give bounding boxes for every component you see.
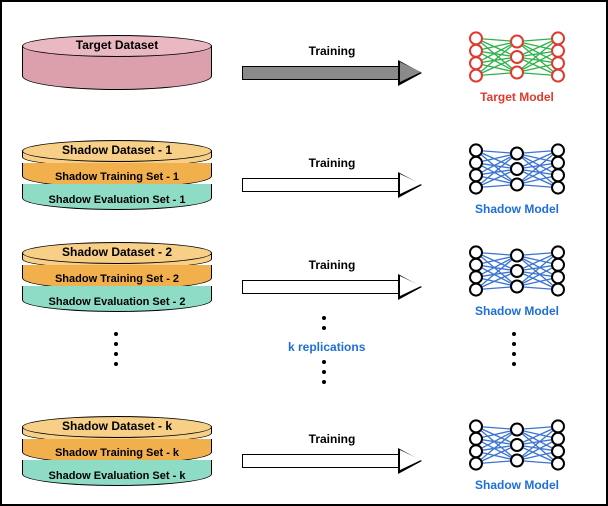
target-model-icon: [462, 26, 572, 88]
shadow-model-icon: [462, 138, 572, 200]
shadow-model-icon: [462, 414, 572, 476]
training-arrow-icon: [242, 172, 422, 198]
row-shadow-k: Shadow Dataset - k Shadow Training Set -…: [2, 408, 606, 498]
shadow-arrow-label: Training: [309, 432, 356, 446]
row-shadow-2: Shadow Dataset - 2 Shadow Training Set -…: [2, 234, 606, 324]
shadow-dataset-cylinder: Shadow Dataset - 2 Shadow Training Set -…: [22, 242, 212, 316]
shadow-dataset-label: Shadow Dataset - k: [22, 419, 212, 433]
shadow-dataset-cylinder: Shadow Dataset - 1 Shadow Training Set -…: [22, 140, 212, 214]
ellipsis-dots-icon: [114, 332, 118, 366]
target-arrow-label: Training: [309, 44, 356, 58]
shadow-eval-label: Shadow Evaluation Set - 1: [22, 184, 212, 210]
ellipsis-dots-icon: [322, 316, 326, 330]
training-arrow-icon: [242, 448, 422, 474]
shadow-model-icon: [462, 240, 572, 302]
shadow-eval-label: Shadow Evaluation Set - 2: [22, 286, 212, 312]
replication-label: k replications: [288, 340, 365, 354]
ellipsis-dots-icon: [512, 332, 516, 366]
shadow-model-label: Shadow Model: [475, 478, 559, 492]
target-model-label: Target Model: [480, 90, 554, 104]
shadow-dataset-label: Shadow Dataset - 2: [22, 245, 212, 259]
shadow-dataset-cylinder: Shadow Dataset - k Shadow Training Set -…: [22, 416, 212, 490]
row-target: Target Dataset Training Target Model: [2, 20, 606, 110]
target-dataset-cylinder: Target Dataset: [22, 35, 212, 95]
row-shadow-1: Shadow Dataset - 1 Shadow Training Set -…: [2, 132, 606, 222]
shadow-model-label: Shadow Model: [475, 304, 559, 318]
target-dataset-label: Target Dataset: [22, 38, 212, 52]
training-arrow-icon: [242, 274, 422, 300]
shadow-arrow-label: Training: [309, 156, 356, 170]
shadow-eval-label: Shadow Evaluation Set - k: [22, 460, 212, 486]
ellipsis-dots-icon: [322, 360, 326, 384]
training-arrow-icon: [242, 60, 422, 86]
shadow-arrow-label: Training: [309, 258, 356, 272]
shadow-model-label: Shadow Model: [475, 202, 559, 216]
shadow-dataset-label: Shadow Dataset - 1: [22, 143, 212, 157]
diagram-frame: Target Dataset Training Target Model Sha…: [0, 0, 608, 506]
